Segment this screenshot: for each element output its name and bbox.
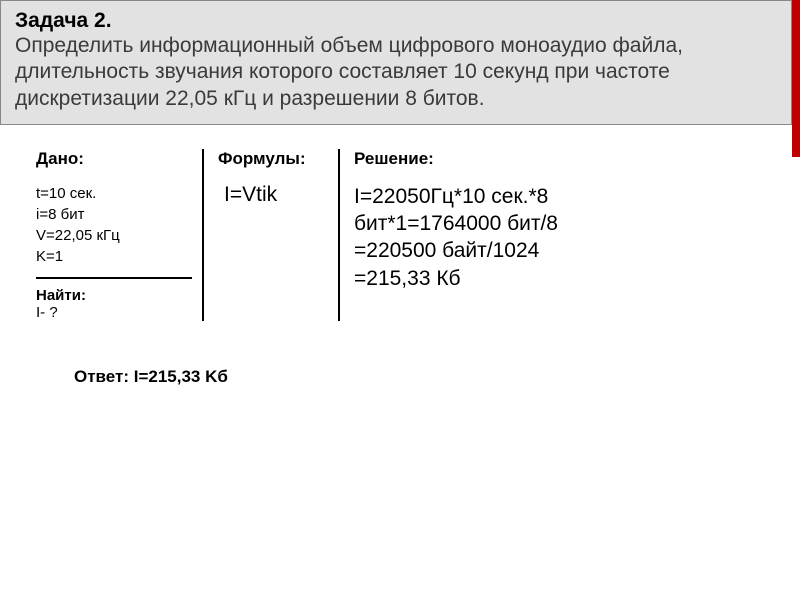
solution-line: бит*1=1764000 бит/8 — [354, 210, 786, 237]
column-given: Дано: t=10 сек. i=8 бит V=22,05 кГц K=1 … — [36, 149, 204, 321]
solution-line: =220500 байт/1024 — [354, 237, 786, 264]
formula-value: I=Vtik — [218, 183, 338, 207]
given-divider — [36, 277, 192, 279]
solution-line: I=22050Гц*10 сек.*8 — [354, 183, 786, 210]
find-value: I- ? — [36, 304, 192, 321]
answer-line: Ответ: I=215,33 Kб — [74, 367, 800, 387]
solution-lines: I=22050Гц*10 сек.*8 бит*1=1764000 бит/8 … — [354, 183, 786, 292]
solution-line: =215,33 Кб — [354, 265, 786, 292]
work-area: Дано: t=10 сек. i=8 бит V=22,05 кГц K=1 … — [0, 125, 800, 321]
given-lines: t=10 сек. i=8 бит V=22,05 кГц K=1 — [36, 183, 192, 267]
answer-label: Ответ: — [74, 367, 129, 386]
formula-header: Формулы: — [218, 149, 338, 169]
given-line: K=1 — [36, 246, 192, 267]
answer-value: I=215,33 Kб — [134, 367, 228, 386]
given-line: V=22,05 кГц — [36, 225, 192, 246]
find-header: Найти: — [36, 287, 192, 304]
given-line: t=10 сек. — [36, 183, 192, 204]
solution-header: Решение: — [354, 149, 786, 169]
given-header: Дано: — [36, 149, 192, 169]
column-formula: Формулы: I=Vtik — [204, 149, 340, 321]
problem-title: Задача 2. — [15, 9, 777, 33]
accent-bar — [792, 0, 800, 157]
problem-text: Определить информационный объем цифровог… — [15, 33, 777, 112]
problem-box: Задача 2. Определить информационный объе… — [0, 0, 792, 125]
given-line: i=8 бит — [36, 204, 192, 225]
column-solution: Решение: I=22050Гц*10 сек.*8 бит*1=17640… — [340, 149, 786, 321]
